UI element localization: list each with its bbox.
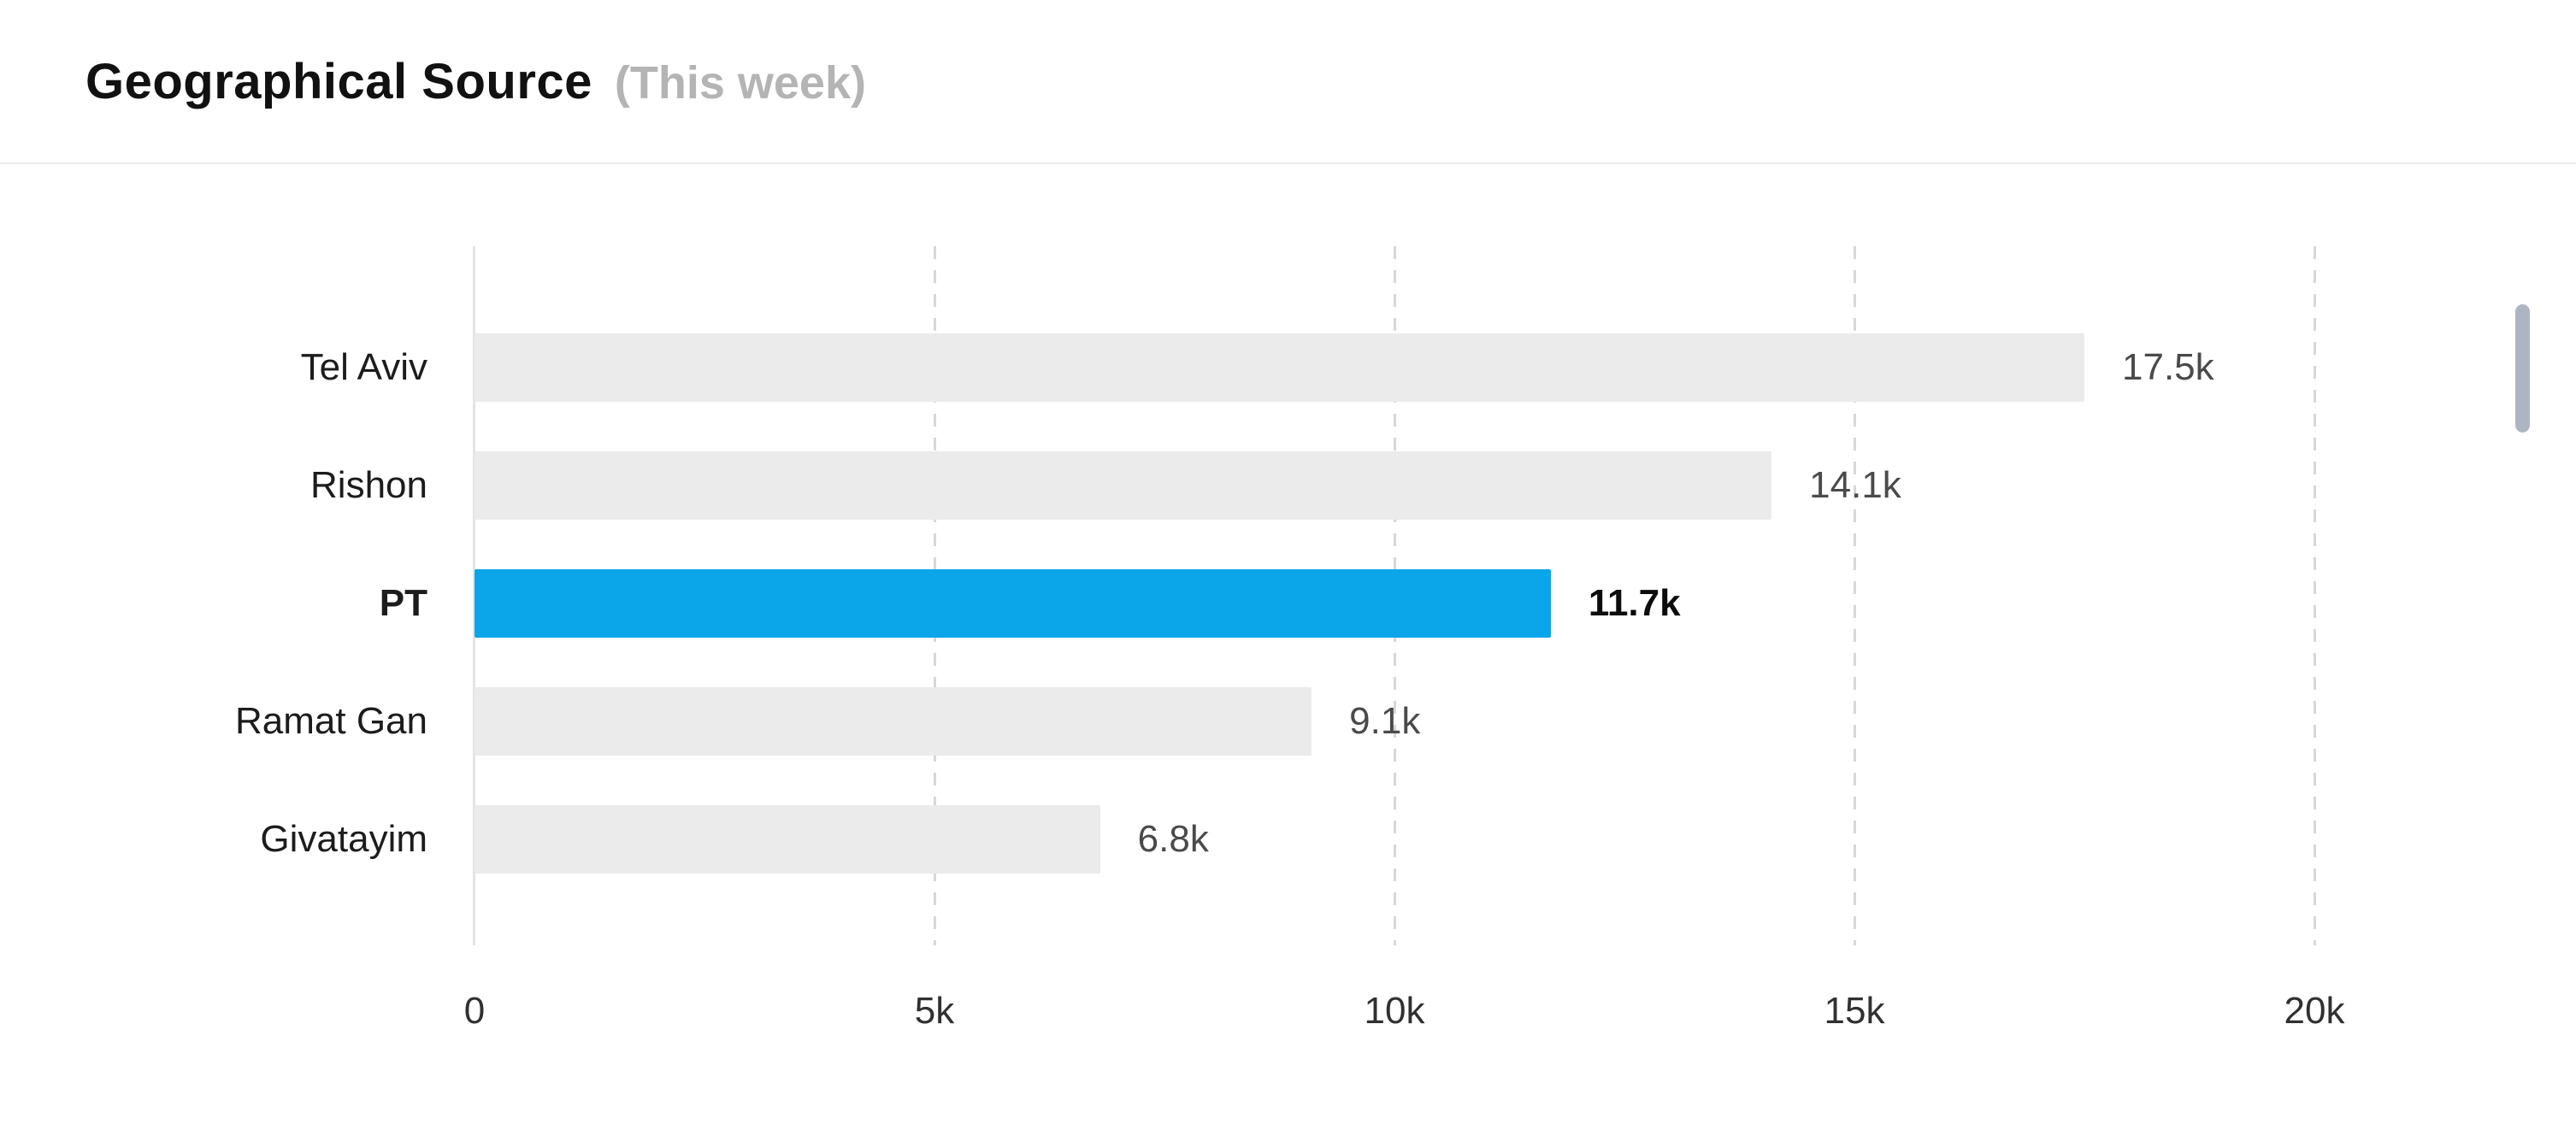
value-label: 11.7k	[1588, 582, 1681, 624]
x-tick-label: 15k	[1824, 990, 1885, 1032]
bar-highlighted[interactable]	[475, 569, 1551, 638]
y-axis-line	[473, 246, 475, 945]
scrollbar-thumb[interactable]	[2515, 304, 2530, 433]
chart-subtitle: (This week)	[614, 57, 866, 109]
bar[interactable]	[475, 333, 2084, 402]
value-label: 6.8k	[1137, 818, 1209, 860]
bar[interactable]	[475, 805, 1100, 874]
bar[interactable]	[475, 687, 1312, 756]
value-label: 9.1k	[1349, 700, 1421, 742]
x-tick-label: 10k	[1364, 990, 1425, 1032]
category-label: PT	[379, 582, 427, 624]
category-label: Rishon	[310, 464, 427, 506]
bar[interactable]	[475, 451, 1772, 520]
x-tick-label: 20k	[2284, 990, 2345, 1032]
chart-title: Geographical Source	[85, 54, 592, 109]
chart-header: Geographical Source (This week)	[85, 53, 866, 110]
category-label: Givatayim	[260, 818, 427, 860]
category-label: Tel Aviv	[300, 346, 427, 388]
gridline	[2313, 246, 2316, 945]
category-label: Ramat Gan	[235, 700, 427, 742]
value-label: 14.1k	[1809, 464, 1901, 506]
gridline	[1853, 246, 1856, 945]
x-tick-label: 5k	[914, 990, 955, 1032]
value-label: 17.5k	[2122, 346, 2214, 388]
x-tick-label: 0	[463, 990, 486, 1032]
header-divider	[0, 162, 2576, 164]
